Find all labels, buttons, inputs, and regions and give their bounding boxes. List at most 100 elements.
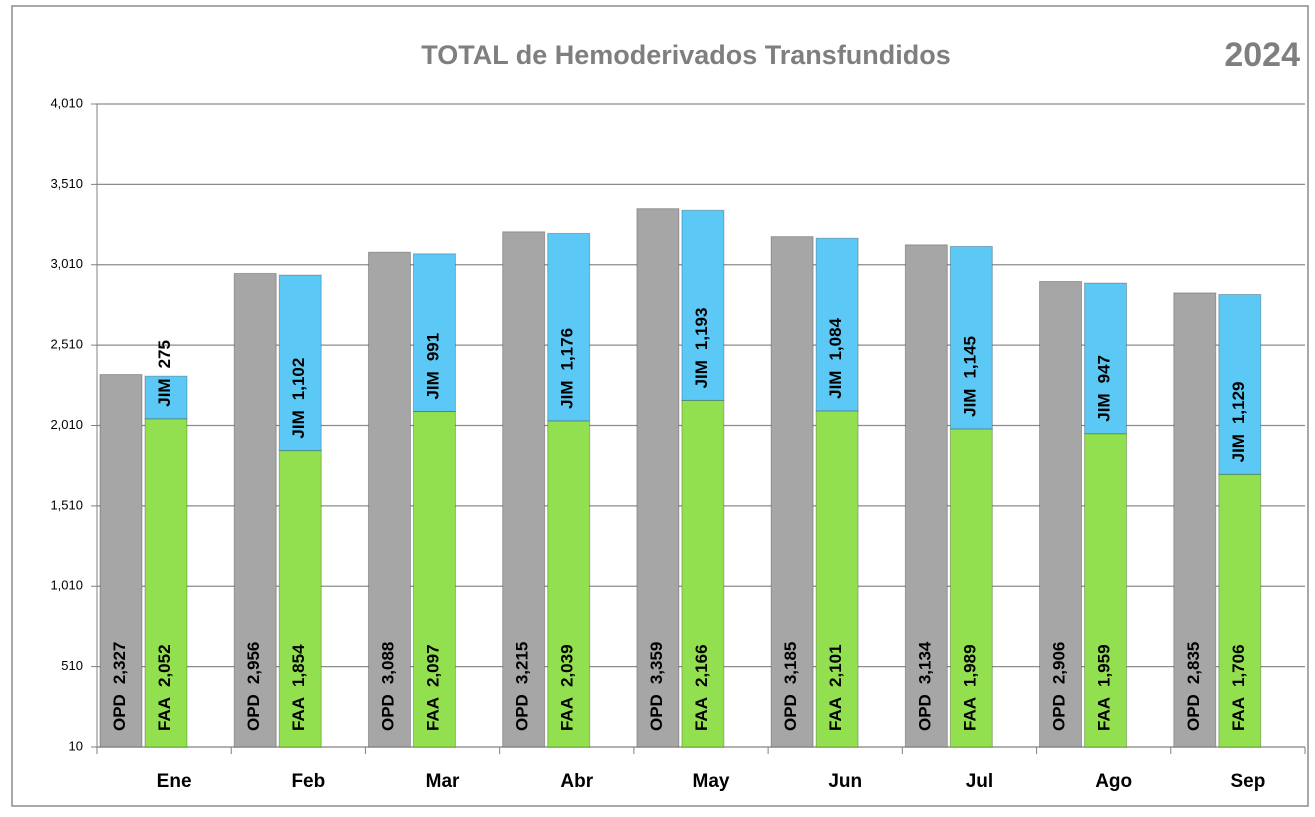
data-label: JIM 991 (424, 333, 443, 400)
bar (815, 410, 859, 748)
y-tick-label: 1,510 (50, 497, 83, 512)
data-label: FAA 2,101 (827, 644, 846, 731)
data-label-value: 1,084 (827, 317, 846, 360)
bar (278, 450, 322, 748)
data-label: FAA 1,989 (961, 644, 980, 731)
bar (815, 237, 859, 412)
data-label-name: OPD (1184, 694, 1203, 731)
data-label: OPD 3,088 (379, 642, 398, 731)
data-label-value: 1,706 (1229, 644, 1248, 687)
bar (233, 272, 277, 748)
bar (412, 253, 456, 413)
data-label-name: FAA (558, 697, 577, 731)
data-label: FAA 1,959 (1095, 644, 1114, 731)
x-tick-label: Ago (1095, 771, 1132, 792)
bar (949, 245, 993, 430)
data-label-value: 1,129 (1229, 381, 1248, 424)
data-label-name: JIM (961, 389, 980, 417)
bar (770, 236, 814, 748)
data-label-value: 1,102 (290, 358, 309, 401)
bar (502, 231, 546, 748)
bar (547, 420, 591, 748)
data-label-name: FAA (1229, 697, 1248, 731)
data-label-name: FAA (1095, 697, 1114, 731)
bar (367, 251, 411, 748)
data-label-name: JIM (692, 360, 711, 388)
data-label-name: OPD (782, 694, 801, 731)
bar (904, 244, 948, 748)
x-tick-label: Feb (291, 771, 325, 792)
data-label-value: 1,854 (290, 644, 309, 687)
bar (681, 209, 725, 401)
data-label: OPD 2,956 (245, 642, 264, 731)
data-label-value: 2,052 (155, 644, 174, 687)
data-label-name: JIM (155, 378, 174, 406)
y-tick-label: 510 (61, 658, 83, 673)
data-label-value: 2,101 (827, 644, 846, 687)
data-label: JIM 1,102 (290, 358, 309, 439)
bar (144, 375, 188, 420)
data-label-name: OPD (245, 694, 264, 731)
chart-title: TOTAL de Hemoderivados Transfundidos (421, 40, 951, 70)
y-tick-label: 3,010 (50, 256, 83, 271)
data-label-name: OPD (379, 694, 398, 731)
data-label-name: FAA (155, 697, 174, 731)
data-label: JIM 1,129 (1229, 381, 1248, 462)
bar (1084, 282, 1128, 435)
data-label: FAA 2,166 (692, 644, 711, 731)
data-label: OPD 2,327 (110, 642, 129, 731)
y-tick-label: 1,010 (50, 578, 83, 593)
data-label-value: 1,193 (692, 308, 711, 351)
x-tick-label: Sep (1230, 771, 1265, 792)
data-label-value: 1,959 (1095, 644, 1114, 687)
data-label-name: FAA (961, 697, 980, 731)
data-label-value: 2,835 (1184, 642, 1203, 685)
bar (1173, 292, 1217, 748)
data-label-name: JIM (1095, 393, 1114, 421)
data-label-name: JIM (290, 410, 309, 438)
y-tick-label: 10 (69, 738, 83, 753)
data-label: OPD 3,359 (647, 642, 666, 731)
data-label-value: 991 (424, 333, 443, 361)
data-label-value: 2,039 (558, 644, 577, 687)
data-label-value: 3,359 (647, 642, 666, 685)
data-label: OPD 3,215 (513, 642, 532, 731)
bar (1218, 293, 1262, 475)
data-label-value: 2,097 (424, 644, 443, 687)
data-label-value: 947 (1095, 355, 1114, 383)
data-label-name: OPD (1050, 694, 1069, 731)
y-tick-label: 4,010 (50, 95, 83, 110)
bar (1039, 280, 1083, 748)
bar (949, 428, 993, 748)
data-label-value: 1,145 (961, 336, 980, 379)
data-label-name: JIM (558, 380, 577, 408)
data-label-value: 2,166 (692, 644, 711, 687)
data-label: JIM 275 (155, 340, 174, 407)
bar (99, 374, 143, 748)
data-label-value: 3,134 (916, 641, 935, 684)
x-tick-label: May (693, 771, 730, 792)
data-label-value: 2,956 (245, 642, 264, 685)
data-label-value: 2,906 (1050, 642, 1069, 685)
bar (412, 411, 456, 748)
data-label-name: OPD (110, 694, 129, 731)
data-label-name: FAA (424, 697, 443, 731)
data-label: OPD 3,185 (782, 642, 801, 731)
x-tick-label: Ene (157, 771, 192, 792)
data-label-name: OPD (916, 694, 935, 731)
data-label: JIM 1,193 (692, 308, 711, 389)
data-label-value: 3,088 (379, 642, 398, 685)
data-label: FAA 1,854 (290, 644, 309, 731)
data-label-name: FAA (827, 697, 846, 731)
data-label-name: JIM (1229, 434, 1248, 462)
data-label-value: 275 (155, 340, 174, 368)
data-label: JIM 1,084 (827, 317, 846, 398)
data-label-name: FAA (692, 697, 711, 731)
data-label-name: OPD (647, 694, 666, 731)
data-label: OPD 2,906 (1050, 642, 1069, 731)
x-tick-label: Jun (828, 771, 862, 792)
x-tick-label: Jul (966, 771, 993, 792)
bar (278, 274, 322, 452)
y-tick-label: 3,510 (50, 176, 83, 191)
